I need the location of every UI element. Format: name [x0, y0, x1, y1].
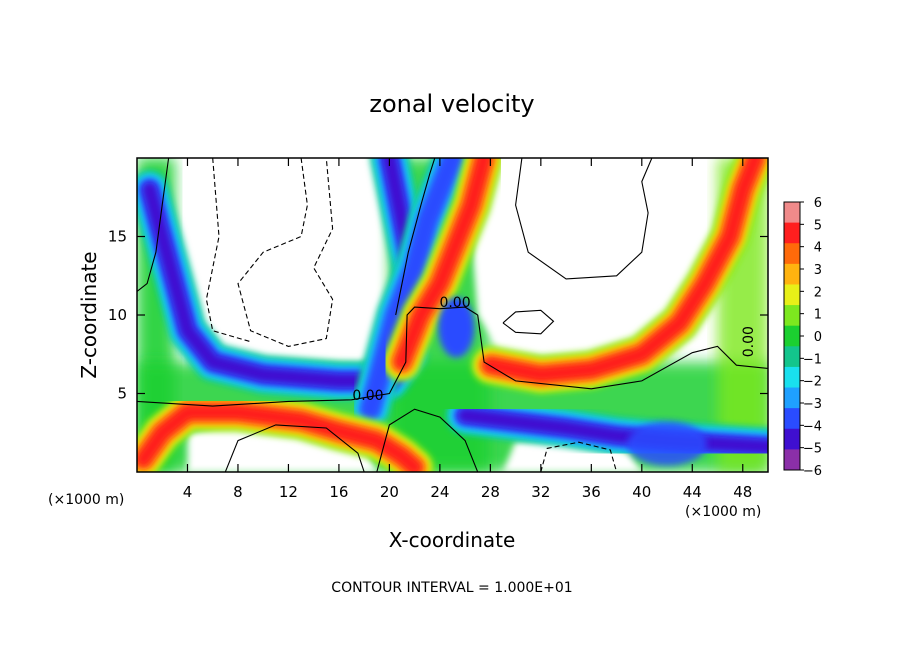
colorbar-swatch [784, 202, 800, 224]
colorbar-swatch [784, 263, 800, 285]
contour-neg-mid [205, 158, 251, 343]
colorbar-swatch [784, 222, 800, 244]
contour-label: 0.00 [352, 388, 383, 404]
colorbar-tick-label: 3 [814, 263, 822, 278]
x-tick-label: 32 [531, 483, 550, 501]
contour-low-right-dash [540, 441, 618, 472]
band-stroke [137, 405, 422, 472]
colorbar-swatch [784, 305, 800, 327]
contour-zero-right [477, 314, 768, 390]
band-stroke [395, 158, 492, 370]
colorbar-swatch [784, 346, 800, 368]
contour-pos-right [515, 158, 653, 280]
x-tick-label: 16 [329, 483, 348, 501]
colorbar-tick-label: −3 [803, 397, 822, 412]
colorbar-tick-label: 0 [814, 330, 822, 345]
y-tick-label: 15 [108, 228, 127, 246]
colorbar-swatch [784, 387, 800, 409]
colorbar-tick-label: 1 [814, 308, 822, 323]
colorbar-tick-label: 5 [814, 218, 822, 233]
contour-zero-mid [137, 306, 478, 407]
colorbar-tick-label: −5 [803, 442, 822, 457]
velocity-field [137, 158, 768, 472]
field-blank-left [200, 158, 377, 363]
x-tick-label: 48 [733, 483, 752, 501]
y-tick-label: 10 [108, 306, 127, 324]
colorbar-swatch [784, 408, 800, 430]
chart-title: zonal velocity [369, 90, 534, 118]
contour-low-left [224, 424, 365, 472]
y-axis-ticks: 5 10 15 [108, 228, 768, 403]
colorbar-tick-label: 4 [814, 241, 822, 256]
field-band-low-blue-band [446, 396, 768, 466]
x-unit-label-left: (×1000 m) [48, 492, 124, 508]
contour-interval-note: CONTOUR INTERVAL = 1.000E+01 [331, 580, 572, 596]
field-band-low-red-band [137, 393, 434, 472]
x-tick-label: 40 [632, 483, 651, 501]
colorbar-tick-label: 2 [814, 285, 822, 300]
contour-label: 0.00 [741, 326, 757, 357]
contour-neg-left [237, 158, 334, 347]
contour-zero-bottom [376, 408, 479, 472]
contour-zero-center-plume [395, 158, 436, 316]
colorbar-tick-label: −4 [803, 419, 822, 434]
y-axis-label: Z-coordinate [77, 251, 101, 378]
x-unit-label-right: (×1000 m) [685, 504, 761, 520]
colorbar-swatch [784, 284, 800, 306]
contour-loop-small [502, 309, 555, 335]
contour-label: 0.00 [439, 295, 470, 311]
colorbar-tick-label: −2 [803, 375, 822, 390]
plot-area [137, 158, 768, 472]
x-tick-label: 44 [683, 483, 702, 501]
x-tick-label: 12 [279, 483, 298, 501]
colorbar-tick-label: −6 [803, 464, 822, 479]
field-band-right-red-band [471, 158, 768, 394]
colorbar-swatch [784, 428, 800, 450]
x-axis-label: X-coordinate [389, 528, 516, 552]
contour-lines [137, 158, 768, 472]
field-blob-center [438, 297, 475, 358]
colorbar-tick-label: −1 [803, 352, 822, 367]
colorbar: 6 5 4 3 2 1 0 −1 −2 −3 −4 −5 −6 [783, 196, 822, 479]
colorbar-swatch [784, 449, 800, 471]
contour-zero-left [137, 158, 170, 292]
colorbar-tick-label: 6 [814, 196, 822, 211]
x-tick-label: 20 [380, 483, 399, 501]
field-band-center-red-plume [383, 158, 504, 382]
band-stroke [458, 408, 768, 454]
colorbar-swatch [784, 325, 800, 347]
x-tick-label: 36 [582, 483, 601, 501]
contour-labels: 0.00 0.00 0.00 [352, 295, 756, 404]
colorbar-swatch [784, 366, 800, 389]
x-tick-label: 24 [430, 483, 449, 501]
colorbar-swatch [784, 243, 800, 265]
x-tick-label: 8 [233, 483, 243, 501]
field-blob-right [627, 421, 708, 466]
band-stroke [483, 158, 763, 382]
x-tick-label: 28 [481, 483, 500, 501]
x-axis-ticks: 4 8 12 16 20 24 28 32 36 40 44 48 [183, 158, 752, 501]
y-tick-label: 5 [117, 385, 127, 403]
x-tick-label: 4 [183, 483, 193, 501]
